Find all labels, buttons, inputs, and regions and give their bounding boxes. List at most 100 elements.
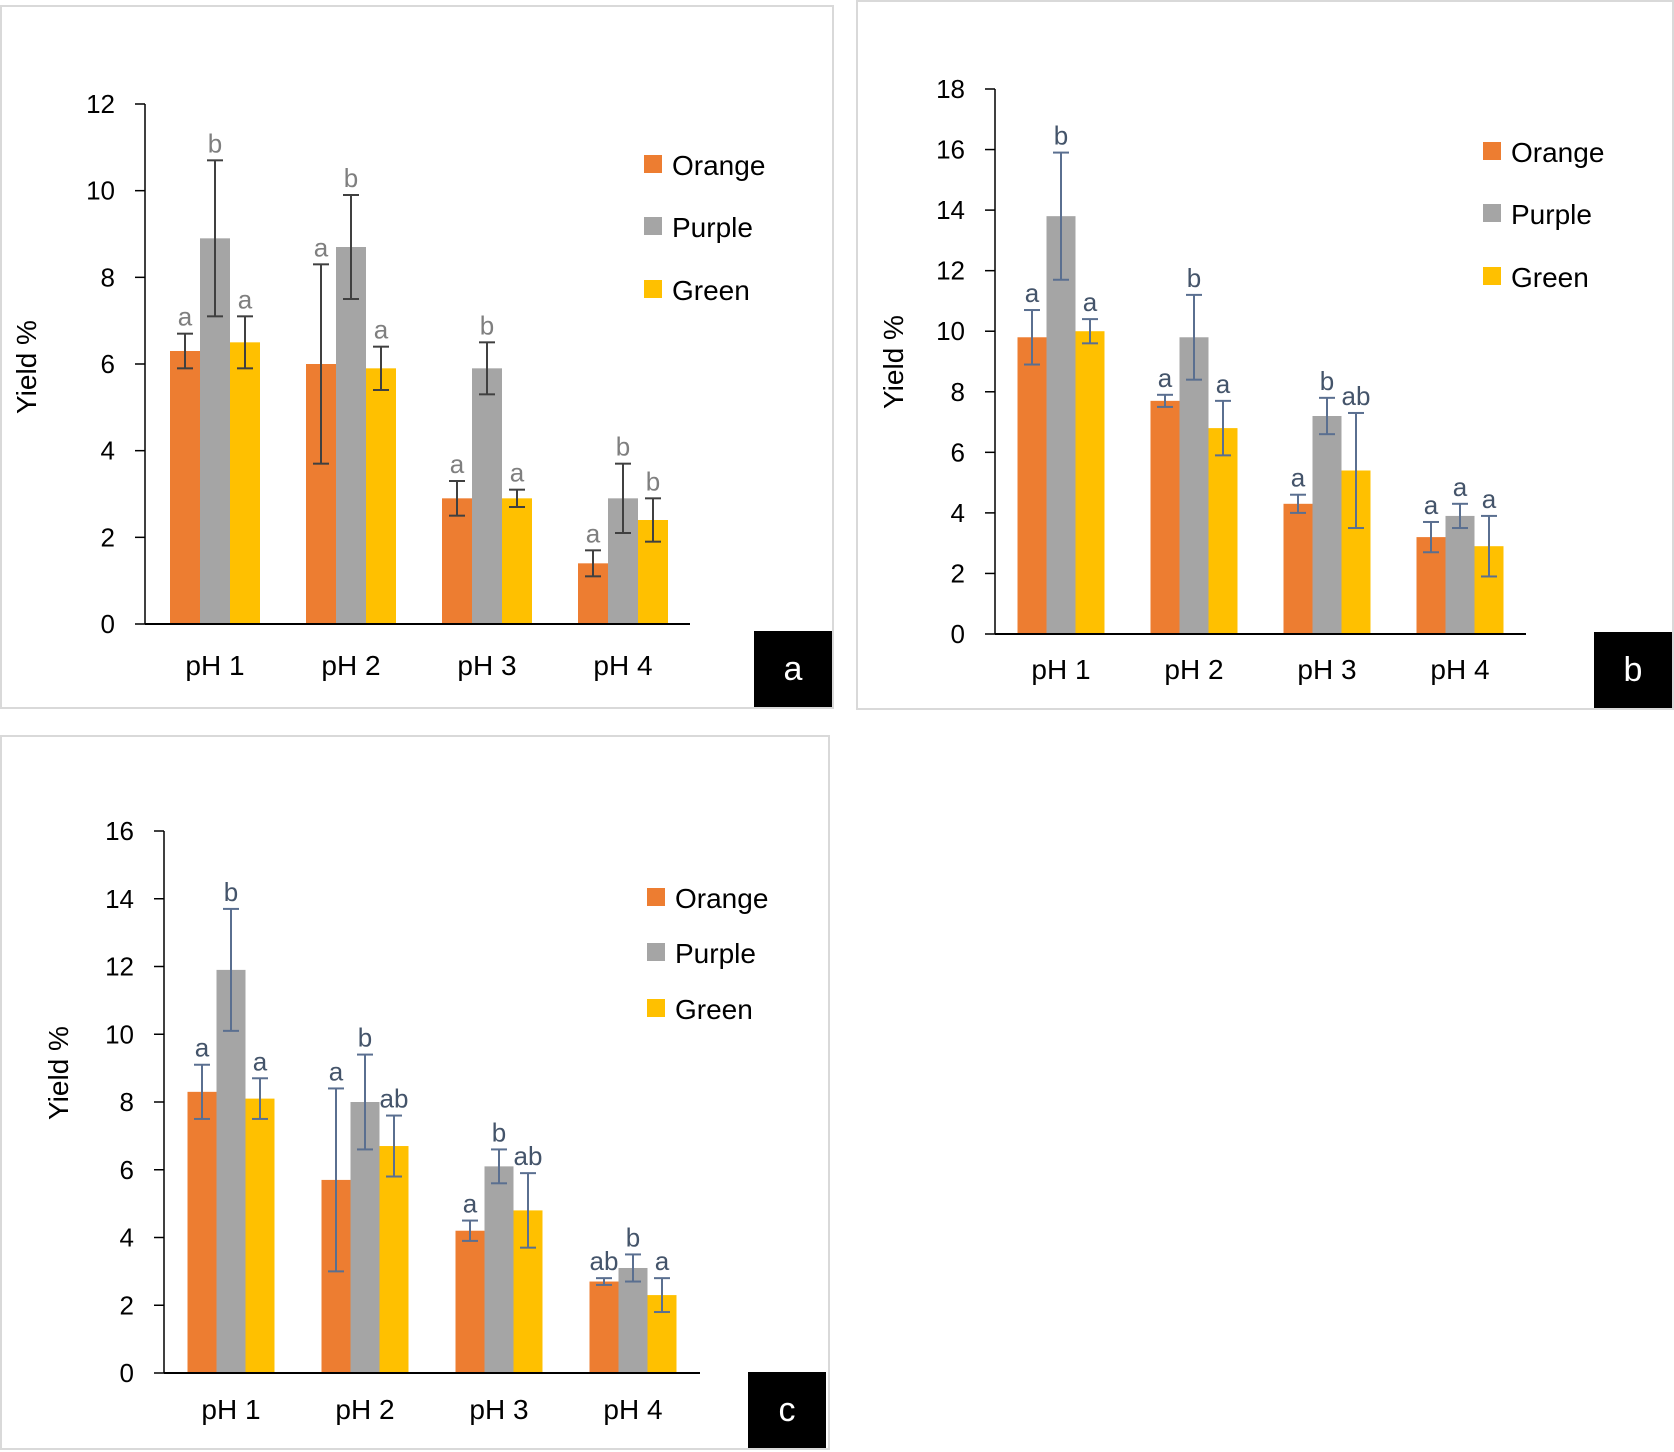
significance-letter: a bbox=[586, 518, 601, 548]
legend-label-green: Green bbox=[1511, 262, 1589, 293]
significance-letter: a bbox=[1216, 369, 1231, 399]
legend-swatch-purple bbox=[1483, 204, 1501, 222]
bar-green bbox=[366, 368, 396, 624]
significance-letter: b bbox=[616, 432, 630, 462]
bar-orange bbox=[1416, 537, 1446, 634]
y-tick-label: 10 bbox=[86, 176, 115, 206]
significance-letter: b bbox=[1187, 263, 1201, 293]
legend-label-purple: Purple bbox=[672, 212, 753, 243]
significance-letter: a bbox=[1424, 490, 1439, 520]
significance-letter: b bbox=[1320, 366, 1334, 396]
significance-letter: ab bbox=[1342, 381, 1371, 411]
significance-letter: b bbox=[626, 1222, 640, 1252]
bar-orange bbox=[1283, 503, 1313, 634]
y-tick-label: 8 bbox=[101, 262, 115, 292]
y-tick-label: 0 bbox=[951, 619, 965, 649]
significance-letter: a bbox=[1291, 463, 1306, 493]
x-category-label: pH 4 bbox=[603, 1394, 662, 1425]
y-tick-label: 8 bbox=[951, 377, 965, 407]
chart-panel-a: 0 2 4 6 8 10 12 Yield % pH 1 a b a pH 2 a b a pH 3 a b a pH … bbox=[0, 5, 834, 709]
significance-letter: a bbox=[1482, 484, 1497, 514]
x-category-label: pH 4 bbox=[593, 650, 652, 681]
bar-green bbox=[245, 1098, 275, 1373]
significance-letter: b bbox=[224, 877, 238, 907]
x-category-label: pH 2 bbox=[335, 1394, 394, 1425]
y-tick-label: 4 bbox=[951, 498, 965, 528]
significance-letter: a bbox=[1025, 278, 1040, 308]
legend-label-green: Green bbox=[672, 275, 750, 306]
bar-purple bbox=[1046, 216, 1076, 634]
bar-orange bbox=[187, 1091, 217, 1373]
bar-purple bbox=[1312, 416, 1342, 634]
x-category-label: pH 1 bbox=[185, 650, 244, 681]
significance-letter: b bbox=[646, 466, 660, 496]
x-category-label: pH 4 bbox=[1430, 654, 1489, 685]
legend-swatch-purple bbox=[644, 217, 662, 235]
y-tick-label: 10 bbox=[936, 316, 965, 346]
y-tick-label: 2 bbox=[101, 522, 115, 552]
bar-purple bbox=[618, 1267, 648, 1373]
y-tick-label: 16 bbox=[105, 816, 134, 846]
bar-orange bbox=[1017, 337, 1047, 634]
legend-swatch-orange bbox=[647, 888, 665, 906]
significance-letter: a bbox=[178, 302, 193, 332]
bar-orange bbox=[1150, 400, 1180, 634]
y-tick-label: 2 bbox=[120, 1290, 134, 1320]
significance-letter: ab bbox=[514, 1141, 543, 1171]
y-tick-label: 8 bbox=[120, 1087, 134, 1117]
significance-letter: b bbox=[358, 1023, 372, 1053]
y-tick-label: 12 bbox=[86, 89, 115, 119]
y-tick-label: 6 bbox=[101, 349, 115, 379]
bar-green bbox=[230, 342, 260, 624]
x-category-label: pH 2 bbox=[1164, 654, 1223, 685]
legend-swatch-purple bbox=[647, 943, 665, 961]
y-tick-label: 6 bbox=[951, 437, 965, 467]
bar-orange bbox=[455, 1230, 485, 1373]
significance-letter: b bbox=[480, 310, 494, 340]
significance-letter: ab bbox=[590, 1246, 619, 1276]
significance-letter: b bbox=[344, 163, 358, 193]
y-tick-label: 0 bbox=[101, 609, 115, 639]
bar-purple bbox=[216, 969, 246, 1373]
bar-orange bbox=[442, 498, 472, 624]
legend-swatch-green bbox=[647, 999, 665, 1017]
y-tick-label: 12 bbox=[105, 952, 134, 982]
x-category-label: pH 3 bbox=[457, 650, 516, 681]
significance-letter: a bbox=[253, 1046, 268, 1076]
y-tick-label: 16 bbox=[936, 135, 965, 165]
legend-label-purple: Purple bbox=[675, 938, 756, 969]
legend-swatch-green bbox=[644, 280, 662, 298]
bar-green bbox=[1208, 428, 1238, 634]
legend-label-purple: Purple bbox=[1511, 199, 1592, 230]
x-category-label: pH 3 bbox=[469, 1394, 528, 1425]
significance-letter: a bbox=[1158, 363, 1173, 393]
y-tick-label: 12 bbox=[936, 256, 965, 286]
y-tick-label: 14 bbox=[105, 884, 134, 914]
bar-purple bbox=[484, 1166, 514, 1373]
y-axis-label: Yield % bbox=[878, 315, 909, 409]
significance-letter: b bbox=[1054, 121, 1068, 151]
legend-label-orange: Orange bbox=[672, 150, 765, 181]
x-category-label: pH 2 bbox=[321, 650, 380, 681]
bar-green bbox=[379, 1146, 409, 1373]
legend-label-orange: Orange bbox=[675, 883, 768, 914]
significance-letter: a bbox=[1453, 472, 1468, 502]
significance-letter: a bbox=[329, 1056, 344, 1086]
legend-label-orange: Orange bbox=[1511, 137, 1604, 168]
significance-letter: a bbox=[655, 1246, 670, 1276]
y-tick-label: 4 bbox=[101, 436, 115, 466]
significance-letter: a bbox=[314, 232, 329, 262]
significance-letter: b bbox=[208, 128, 222, 158]
significance-letter: a bbox=[1083, 287, 1098, 317]
bar-purple bbox=[1179, 337, 1209, 634]
legend-swatch-green bbox=[1483, 267, 1501, 285]
significance-letter: a bbox=[374, 315, 389, 345]
bar-green bbox=[502, 498, 532, 624]
legend-swatch-orange bbox=[1483, 142, 1501, 160]
y-tick-label: 6 bbox=[120, 1155, 134, 1185]
significance-letter: a bbox=[195, 1033, 210, 1063]
legend-label-green: Green bbox=[675, 994, 753, 1025]
significance-letter: a bbox=[510, 458, 525, 488]
y-axis-label: Yield % bbox=[43, 1026, 74, 1120]
